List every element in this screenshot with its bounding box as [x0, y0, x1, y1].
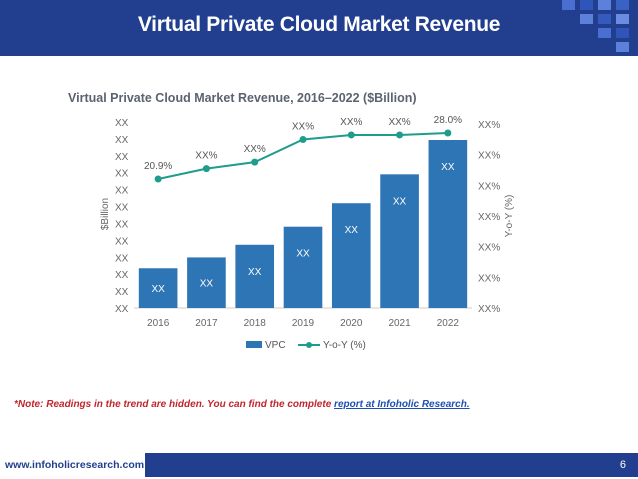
bar-label: XX [248, 267, 262, 278]
y-tick-label: XX [115, 287, 129, 298]
x-tick-label: 2017 [195, 318, 218, 329]
y-tick-label: XX [115, 236, 129, 247]
bar [331, 203, 371, 308]
y-tick-label: XX [115, 270, 129, 281]
yoy-label: 20.9% [144, 161, 172, 172]
x-tick-label: 2016 [147, 318, 170, 329]
footer-url[interactable]: www.infoholicresearch.com [5, 459, 145, 471]
note-prefix: *Note: Readings in the trend are hidden.… [14, 399, 335, 410]
y2-tick-label: XX% [478, 181, 500, 192]
yoy-point [396, 131, 404, 139]
y2-tick-label: XX% [478, 151, 500, 162]
x-tick-label: 2018 [244, 318, 267, 329]
bar-label: XX [151, 284, 165, 295]
y-tick-label: XX [115, 152, 129, 163]
yoy-label: XX% [340, 117, 362, 128]
footer-bar: 6 [145, 453, 638, 477]
bar [235, 244, 275, 308]
x-tick-label: 2020 [340, 318, 363, 329]
yoy-label: 28.0% [434, 115, 462, 126]
chart-svg: Virtual Private Cloud Market Revenue, 20… [68, 91, 515, 351]
yoy-label: XX% [388, 117, 410, 128]
y2-axis-label: Y-o-Y (%) [504, 195, 515, 238]
y-tick-label: XX [115, 304, 129, 315]
y2-tick-label: XX% [478, 120, 500, 131]
report-link[interactable]: report at Infoholic Research. [334, 399, 470, 410]
yoy-point [251, 158, 259, 166]
yoy-label: XX% [292, 121, 314, 132]
bar [187, 257, 226, 308]
note-text: *Note: Readings in the trend are hidden.… [14, 399, 634, 410]
bar-label: XX [441, 162, 455, 173]
y2-tick-label: XX% [478, 304, 500, 315]
yoy-label: XX% [195, 151, 217, 162]
chart-title: Virtual Private Cloud Market Revenue, 20… [68, 91, 417, 105]
legend-vpc-swatch [246, 341, 262, 348]
yoy-point [202, 165, 210, 173]
legend-yoy-marker [306, 342, 312, 348]
bar [283, 226, 323, 308]
bar [428, 140, 468, 308]
bar-label: XX [345, 225, 359, 236]
yoy-point [299, 135, 307, 143]
chart: Virtual Private Cloud Market Revenue, 20… [60, 84, 580, 364]
bar [380, 174, 419, 308]
bar-label: XX [393, 196, 407, 207]
y-tick-label: XX [115, 219, 129, 230]
y-tick-label: XX [115, 253, 129, 264]
yoy-point [347, 131, 355, 139]
yoy-point [444, 129, 452, 137]
page-number: 6 [619, 459, 626, 471]
y-tick-label: XX [115, 135, 129, 146]
header-bar [0, 0, 638, 56]
decorative-squares-icon [562, 0, 629, 52]
legend-yoy-label: Y-o-Y (%) [323, 340, 366, 351]
bar-label: XX [296, 249, 310, 260]
y2-tick-label: XX% [478, 243, 500, 254]
y-tick-label: XX [115, 169, 129, 180]
y2-tick-label: XX% [478, 212, 500, 223]
legend-vpc-label: VPC [265, 340, 286, 351]
yoy-label: XX% [244, 144, 266, 155]
x-tick-label: 2019 [292, 318, 315, 329]
y-tick-label: XX [115, 203, 129, 214]
page-title: Virtual Private Cloud Market Revenue [137, 13, 501, 36]
y2-tick-label: XX% [478, 273, 500, 284]
bar [138, 268, 178, 308]
yoy-point [154, 175, 162, 183]
bar-label: XX [200, 279, 214, 290]
x-tick-label: 2021 [388, 318, 411, 329]
y-axis-label: $Billion [100, 198, 111, 230]
x-tick-label: 2022 [437, 318, 460, 329]
y-tick-label: XX [115, 118, 129, 129]
y-tick-label: XX [115, 186, 129, 197]
